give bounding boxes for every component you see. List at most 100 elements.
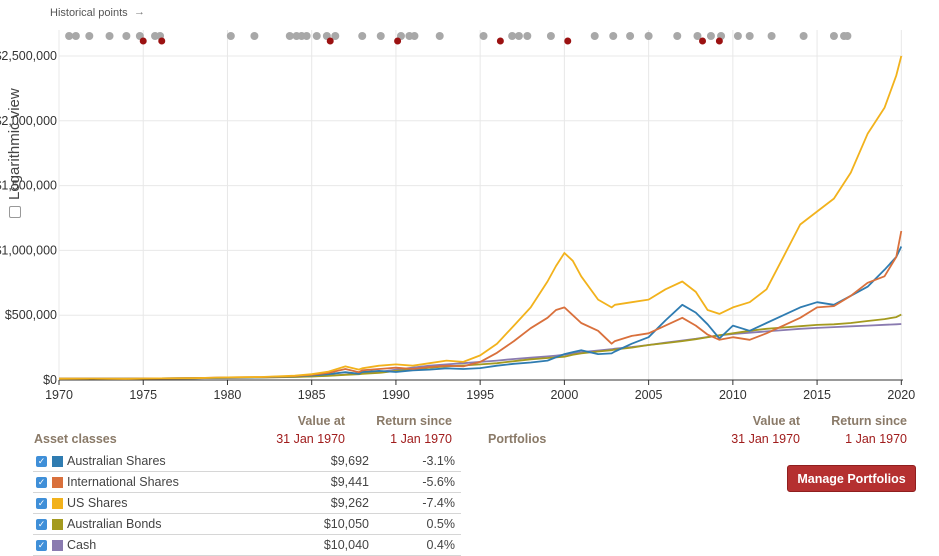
historical-point [71,32,80,40]
asset-row: ✓ Cash $10,040 0.4% [33,535,461,556]
asset-row: ✓ International Shares $9,441 -5.6% [33,472,461,493]
historical-point-highlight [699,37,707,45]
asset-row: ✓ US Shares $9,262 -7.4% [33,493,461,514]
x-tick-label: 1985 [298,388,326,400]
historical-point [799,32,808,40]
portfolio-value-col-header: Value at [752,414,800,428]
asset-row: ✓ Australian Bonds $10,050 0.5% [33,514,461,535]
asset-checkbox[interactable]: ✓ [36,455,47,467]
manage-portfolios-button[interactable]: Manage Portfolios [787,465,916,492]
asset-value-date: 31 Jan 1970 [276,432,345,446]
asset-name: Cash [67,538,97,552]
historical-point [673,32,682,40]
asset-checkbox[interactable]: ✓ [36,497,47,509]
asset-classes-table: ✓ Australian Shares $9,692 -3.1% ✓ Internatio… [33,451,461,556]
asset-return: 0.4% [426,538,456,552]
x-tick-label: 1975 [129,388,157,400]
historical-point-highlight [158,37,166,45]
asset-checkbox[interactable]: ✓ [36,539,47,551]
asset-value: $9,262 [330,496,369,510]
historical-point-highlight [326,37,334,45]
asset-name: US Shares [67,496,128,510]
historical-point [706,32,715,40]
x-tick-label: 2020 [887,388,915,400]
historical-point [733,32,742,40]
series-line-us-shares [58,55,903,380]
historical-point-highlight [564,37,572,45]
series-color-swatch [52,476,63,488]
historical-point [693,32,702,40]
historical-point [376,32,385,40]
historical-point [523,32,532,40]
series-color-swatch [52,518,63,530]
historical-point [226,32,235,40]
historical-point [410,32,419,40]
series-color-swatch [52,455,63,467]
historical-point [644,32,653,40]
historical-point [609,32,618,40]
historical-point [479,32,488,40]
x-tick-label: 2000 [550,388,578,400]
asset-checkbox[interactable]: ✓ [36,518,47,530]
historical-point [122,32,131,40]
asset-return: -7.4% [422,496,455,510]
historical-point [250,32,259,40]
asset-classes-heading: Asset classes [34,432,117,446]
historical-point [85,32,94,40]
historical-point [626,32,635,40]
asset-value-col-header: Value at [297,414,345,428]
x-tick-label: 1995 [466,388,494,400]
historical-points-label: Historical points [50,7,128,19]
y-tick-label: $2,500,000 [0,49,57,63]
y-tick-label: $2,000,000 [0,114,57,128]
y-tick-label: $500,000 [5,308,57,322]
historical-point [514,32,523,40]
historical-point [590,32,599,40]
asset-return: 0.5% [426,517,456,531]
historical-point [331,32,340,40]
historical-point [767,32,776,40]
historical-point-highlight [139,37,147,45]
historical-point [285,32,294,40]
asset-value: $9,441 [330,475,369,489]
asset-value: $9,692 [330,454,369,468]
historical-point [829,32,838,40]
portfolio-return-date: 1 Jan 1970 [845,432,907,446]
asset-name: Australian Bonds [67,517,162,531]
portfolio-value-date: 31 Jan 1970 [731,432,800,446]
x-tick-label: 1990 [382,388,410,400]
x-tick-label: 2015 [803,388,831,400]
historical-point [546,32,555,40]
x-tick-label: 2010 [719,388,747,400]
growth-chart: $0 $500,000 $1,000,000 $1,500,000 $2,000,000… [0,30,915,400]
x-tick-label: 2005 [635,388,663,400]
arrow-down-icon: → [134,6,145,18]
historical-point [302,32,311,40]
historical-point [105,32,114,40]
historical-point [435,32,444,40]
series-color-swatch [52,497,63,509]
log-view-checkbox[interactable] [8,206,21,218]
asset-return-col-header: Return since [376,414,452,428]
asset-return-date: 1 Jan 1970 [390,432,452,446]
y-tick-label: $1,500,000 [0,179,57,193]
y-tick-label: $1,000,000 [0,243,57,257]
historical-point [508,32,517,40]
log-view-toggle[interactable]: Logarithmic view [6,88,23,218]
historical-point [312,32,321,40]
asset-name: Australian Shares [67,454,166,468]
y-tick-label: $0 [43,373,57,387]
asset-value: $10,050 [323,517,369,531]
historical-point-highlight [496,37,504,45]
asset-value: $10,040 [323,538,369,552]
asset-return: -5.6% [422,475,455,489]
x-tick-label: 1970 [45,388,73,400]
historical-point-highlight [715,37,723,45]
historical-point [745,32,754,40]
asset-checkbox[interactable]: ✓ [36,476,47,488]
log-view-label: Logarithmic view [6,88,23,200]
x-tick-label: 1980 [214,388,242,400]
historical-point [843,32,852,40]
portfolios-heading: Portfolios [488,432,547,446]
series-color-swatch [52,539,63,551]
